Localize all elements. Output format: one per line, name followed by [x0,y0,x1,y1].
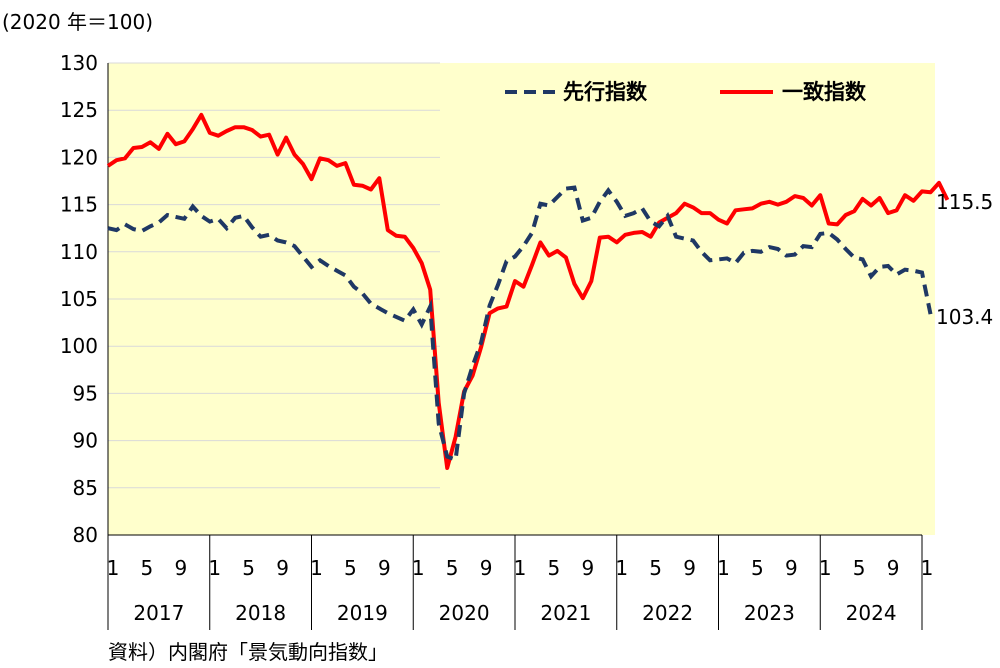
x-tick-label-month: 1 [921,556,934,580]
x-tick-label-month: 5 [141,556,154,580]
x-tick-label-month: 9 [581,556,594,580]
x-tick-label-month: 9 [785,556,798,580]
y-tick-label: 115 [60,193,98,217]
axes [107,63,923,630]
x-tick-label-month: 5 [649,556,662,580]
x-tick-label-month: 9 [378,556,391,580]
x-tick-label-month: 5 [446,556,459,580]
series-line-coincident [106,112,950,470]
y-axis-tick-labels: 80 85 90 95 100 105 110 115 120 125 130 [60,51,98,547]
y-tick-label: 125 [60,98,98,122]
x-tick-label-month: 1 [412,556,425,580]
x-tick-label-year: 2021 [540,601,591,625]
x-tick-label-month: 9 [480,556,493,580]
x-tick-label-month: 1 [514,556,527,580]
x-tick-label-month: 9 [683,556,696,580]
y-tick-label: 85 [73,476,98,500]
x-tick-label-month: 1 [717,556,730,580]
y-tick-label: 105 [60,287,98,311]
x-tick-label-month: 1 [208,556,221,580]
x-tick-label-month: 5 [853,556,866,580]
x-tick-label-year: 2018 [235,601,286,625]
x-tick-label-month: 5 [548,556,561,580]
x-tick-label-year: 2020 [439,601,490,625]
x-tick-label-month: 1 [107,556,120,580]
x-tick-label-month: 1 [615,556,628,580]
y-tick-label: 110 [60,240,98,264]
y-tick-label: 130 [60,51,98,75]
x-tick-label-year: 2022 [642,601,693,625]
y-tick-label: 95 [73,381,98,405]
y-tick-label: 90 [73,429,98,453]
x-tick-label-month: 5 [242,556,255,580]
x-tick-label-month: 1 [819,556,832,580]
source-note: 資料）内閣府「景気動向指数」 [108,640,388,664]
legend-label-coincident: 一致指数 [782,80,867,104]
x-tick-label-year: 2023 [744,601,795,625]
x-tick-label-year: 2019 [337,601,388,625]
series-line-leading [107,185,933,463]
y-tick-label: 120 [60,145,98,169]
x-tick-label-month: 9 [174,556,187,580]
legend: 先行指数 一致指数 [505,80,867,104]
x-tick-label-month: 9 [887,556,900,580]
y-tick-label: 100 [60,334,98,358]
end-label-leading: 103.4 [936,305,994,329]
x-tick-label-year: 2024 [846,601,897,625]
unit-label: (2020 年＝100) [2,10,154,34]
y-tick-label: 80 [73,523,98,547]
legend-label-leading: 先行指数 [563,80,648,104]
x-tick-label-year: 2017 [133,601,184,625]
end-label-coincident: 115.5 [936,190,994,214]
x-tick-label-month: 5 [344,556,357,580]
x-tick-label-month: 9 [276,556,289,580]
x-tick-label-month: 5 [751,556,764,580]
x-tick-label-month: 1 [310,556,323,580]
